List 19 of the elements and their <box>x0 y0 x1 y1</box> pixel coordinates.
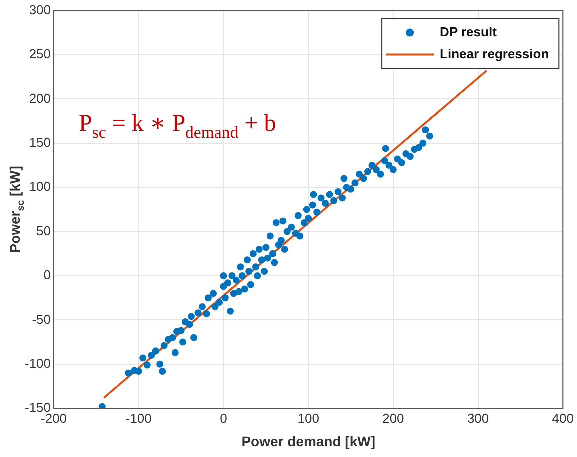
y-tick-label: 150 <box>29 134 52 150</box>
y-axis-title: Powersc [kW] <box>7 166 28 254</box>
x-tick-label: 300 <box>467 410 490 426</box>
y-tick-label: 250 <box>29 46 52 62</box>
y-tick-label: 300 <box>29 2 52 18</box>
y-tick-label: 50 <box>36 223 52 238</box>
x-tick-label: 200 <box>382 410 404 426</box>
y-tick-label: 100 <box>29 179 52 194</box>
x-tick-label: 400 <box>552 410 574 426</box>
y-tick-label: 200 <box>29 90 52 106</box>
x-tick-label: 0 <box>220 410 228 426</box>
x-tick-label: -100 <box>126 410 152 426</box>
x-axis-title: Power demand [kW] <box>242 433 376 450</box>
y-tick-label: 0 <box>44 268 52 283</box>
y-tick-label: -50 <box>32 312 52 327</box>
legend-label: Linear regression <box>440 46 550 62</box>
y-tick-label: -100 <box>24 356 52 371</box>
legend-label: DP result <box>440 24 498 40</box>
x-tick-label: 100 <box>298 410 320 426</box>
